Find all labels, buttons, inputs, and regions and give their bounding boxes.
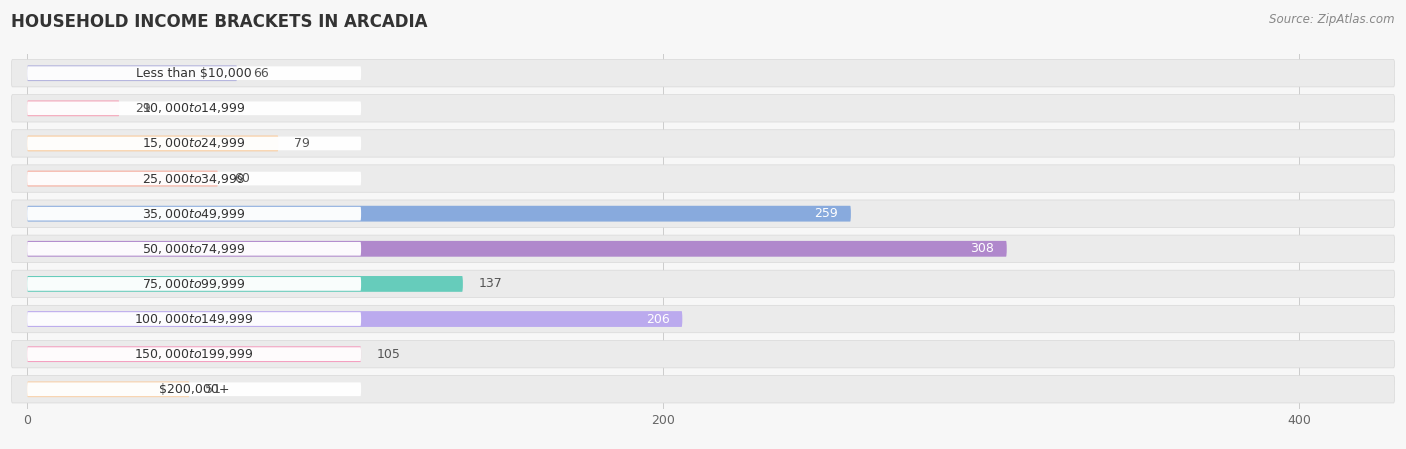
Text: $25,000 to $34,999: $25,000 to $34,999	[142, 172, 246, 185]
Text: 79: 79	[294, 137, 311, 150]
FancyBboxPatch shape	[27, 311, 682, 327]
FancyBboxPatch shape	[27, 312, 361, 326]
Text: 51: 51	[205, 383, 221, 396]
FancyBboxPatch shape	[27, 101, 120, 116]
Text: 105: 105	[377, 348, 401, 361]
FancyBboxPatch shape	[11, 200, 1395, 227]
FancyBboxPatch shape	[27, 101, 361, 115]
Text: 60: 60	[233, 172, 250, 185]
Text: 206: 206	[645, 313, 669, 326]
Text: $50,000 to $74,999: $50,000 to $74,999	[142, 242, 246, 256]
FancyBboxPatch shape	[27, 172, 361, 185]
Text: $15,000 to $24,999: $15,000 to $24,999	[142, 136, 246, 150]
FancyBboxPatch shape	[11, 235, 1395, 263]
Text: Less than $10,000: Less than $10,000	[136, 67, 252, 79]
Text: 29: 29	[135, 102, 150, 115]
FancyBboxPatch shape	[27, 171, 218, 186]
FancyBboxPatch shape	[27, 206, 851, 221]
FancyBboxPatch shape	[27, 381, 190, 397]
Text: $10,000 to $14,999: $10,000 to $14,999	[142, 101, 246, 115]
FancyBboxPatch shape	[11, 340, 1395, 368]
Text: 308: 308	[970, 242, 994, 255]
Text: $100,000 to $149,999: $100,000 to $149,999	[135, 312, 254, 326]
FancyBboxPatch shape	[27, 348, 361, 361]
FancyBboxPatch shape	[11, 130, 1395, 157]
FancyBboxPatch shape	[27, 241, 1007, 257]
FancyBboxPatch shape	[11, 60, 1395, 87]
FancyBboxPatch shape	[11, 95, 1395, 122]
FancyBboxPatch shape	[11, 270, 1395, 298]
FancyBboxPatch shape	[27, 277, 361, 291]
Text: $75,000 to $99,999: $75,000 to $99,999	[142, 277, 246, 291]
Text: Source: ZipAtlas.com: Source: ZipAtlas.com	[1270, 13, 1395, 26]
FancyBboxPatch shape	[11, 375, 1395, 403]
Text: 66: 66	[253, 67, 269, 79]
FancyBboxPatch shape	[27, 276, 463, 292]
Text: $150,000 to $199,999: $150,000 to $199,999	[135, 347, 254, 361]
Text: $35,000 to $49,999: $35,000 to $49,999	[142, 207, 246, 220]
FancyBboxPatch shape	[27, 207, 361, 220]
FancyBboxPatch shape	[11, 165, 1395, 192]
Text: HOUSEHOLD INCOME BRACKETS IN ARCADIA: HOUSEHOLD INCOME BRACKETS IN ARCADIA	[11, 13, 427, 31]
Text: 259: 259	[814, 207, 838, 220]
FancyBboxPatch shape	[27, 65, 238, 81]
FancyBboxPatch shape	[27, 136, 278, 151]
Text: $200,000+: $200,000+	[159, 383, 229, 396]
FancyBboxPatch shape	[27, 136, 361, 150]
Text: 137: 137	[479, 277, 502, 291]
FancyBboxPatch shape	[11, 305, 1395, 333]
FancyBboxPatch shape	[27, 242, 361, 255]
FancyBboxPatch shape	[27, 346, 361, 362]
FancyBboxPatch shape	[27, 66, 361, 80]
FancyBboxPatch shape	[27, 383, 361, 396]
